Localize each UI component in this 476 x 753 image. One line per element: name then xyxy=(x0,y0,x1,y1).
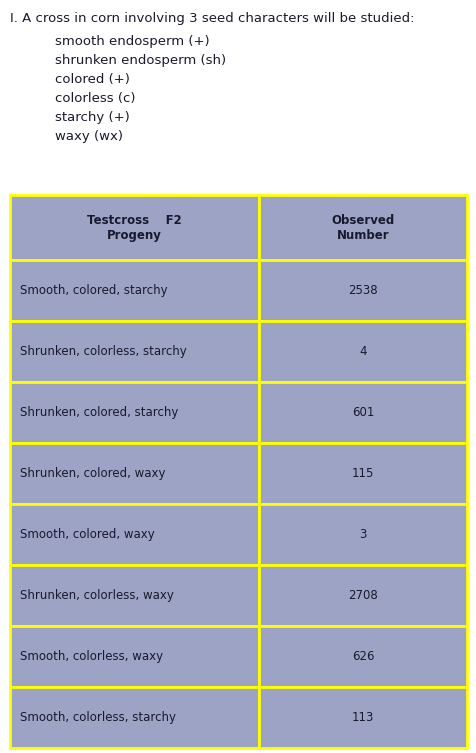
Text: 115: 115 xyxy=(351,467,374,480)
Bar xyxy=(10,504,258,565)
Text: 2708: 2708 xyxy=(347,589,377,602)
Text: Smooth, colored, starchy: Smooth, colored, starchy xyxy=(20,284,167,297)
Text: Shrunken, colored, starchy: Shrunken, colored, starchy xyxy=(20,406,178,419)
Text: colored (+): colored (+) xyxy=(55,73,129,86)
Text: Smooth, colorless, waxy: Smooth, colorless, waxy xyxy=(20,650,163,663)
Bar xyxy=(10,195,258,260)
Bar xyxy=(258,504,466,565)
Bar xyxy=(258,321,466,382)
Bar xyxy=(10,321,258,382)
Text: Observed
Number: Observed Number xyxy=(331,214,394,242)
Bar xyxy=(10,687,258,748)
Text: 4: 4 xyxy=(358,345,366,358)
Text: 626: 626 xyxy=(351,650,374,663)
Bar xyxy=(258,565,466,626)
Text: 601: 601 xyxy=(351,406,374,419)
Text: Testcross    F2
Progeny: Testcross F2 Progeny xyxy=(87,214,181,242)
Bar xyxy=(258,626,466,687)
Text: Shrunken, colorless, starchy: Shrunken, colorless, starchy xyxy=(20,345,187,358)
Bar xyxy=(10,260,258,321)
Bar xyxy=(258,443,466,504)
Bar xyxy=(258,195,466,260)
Text: waxy (wx): waxy (wx) xyxy=(55,130,123,143)
Text: 3: 3 xyxy=(358,528,366,541)
Text: 113: 113 xyxy=(351,711,374,724)
Text: Shrunken, colorless, waxy: Shrunken, colorless, waxy xyxy=(20,589,174,602)
Bar xyxy=(258,260,466,321)
Text: shrunken endosperm (sh): shrunken endosperm (sh) xyxy=(55,54,226,67)
Bar xyxy=(10,443,258,504)
Bar xyxy=(258,687,466,748)
Text: Shrunken, colored, waxy: Shrunken, colored, waxy xyxy=(20,467,165,480)
Text: starchy (+): starchy (+) xyxy=(55,111,129,124)
Text: 2538: 2538 xyxy=(347,284,377,297)
Text: Smooth, colorless, starchy: Smooth, colorless, starchy xyxy=(20,711,176,724)
Bar xyxy=(10,382,258,443)
Text: colorless (c): colorless (c) xyxy=(55,92,135,105)
Text: I. A cross in corn involving 3 seed characters will be studied:: I. A cross in corn involving 3 seed char… xyxy=(10,12,414,25)
Text: smooth endosperm (+): smooth endosperm (+) xyxy=(55,35,209,48)
Text: Smooth, colored, waxy: Smooth, colored, waxy xyxy=(20,528,154,541)
Bar xyxy=(10,565,258,626)
Bar xyxy=(258,382,466,443)
Bar xyxy=(10,626,258,687)
